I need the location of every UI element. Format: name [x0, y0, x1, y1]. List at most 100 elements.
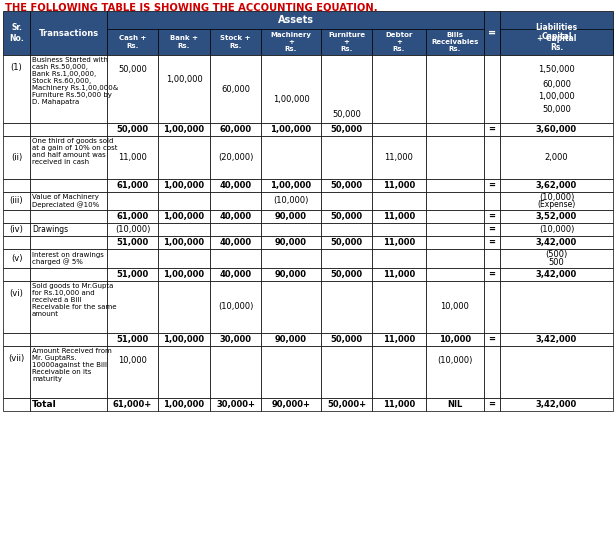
- Bar: [321, 346, 372, 398]
- Bar: [500, 281, 613, 333]
- Text: 50,000: 50,000: [330, 270, 363, 279]
- Bar: [321, 398, 372, 411]
- Text: 61,000: 61,000: [116, 181, 148, 190]
- Text: Cash +
Rs.: Cash + Rs.: [119, 36, 146, 49]
- Text: Value of Machinery
Depreciated @10%: Value of Machinery Depreciated @10%: [32, 194, 99, 208]
- Bar: [426, 136, 484, 179]
- Bar: [484, 346, 500, 398]
- Bar: [261, 281, 321, 333]
- Bar: [158, 123, 210, 136]
- Bar: [210, 29, 261, 55]
- Text: 11,000: 11,000: [383, 181, 415, 190]
- Bar: [484, 281, 500, 333]
- Bar: [30, 333, 107, 346]
- Bar: [426, 333, 484, 346]
- Bar: [500, 346, 613, 398]
- Bar: [3, 210, 30, 223]
- Bar: [372, 223, 426, 236]
- Bar: [500, 179, 613, 192]
- Bar: [261, 210, 321, 223]
- Bar: [30, 55, 107, 123]
- Text: 10,000: 10,000: [439, 335, 471, 344]
- Text: 2,000: 2,000: [545, 153, 569, 162]
- Bar: [500, 398, 613, 411]
- Text: 50,000: 50,000: [330, 125, 363, 134]
- Text: Total: Total: [32, 400, 57, 409]
- Bar: [107, 192, 158, 210]
- Bar: [210, 398, 261, 411]
- Text: 11,000: 11,000: [383, 238, 415, 247]
- Text: 51,000: 51,000: [116, 270, 148, 279]
- Text: 3,42,000: 3,42,000: [536, 400, 577, 409]
- Text: 40,000: 40,000: [219, 181, 251, 190]
- Bar: [3, 223, 30, 236]
- Bar: [261, 398, 321, 411]
- Bar: [426, 223, 484, 236]
- Text: 1,00,000: 1,00,000: [270, 125, 312, 134]
- Bar: [3, 123, 30, 136]
- Bar: [30, 223, 107, 236]
- Bar: [484, 11, 500, 55]
- Text: 500: 500: [549, 258, 564, 267]
- Bar: [158, 268, 210, 281]
- Bar: [372, 192, 426, 210]
- Bar: [484, 333, 500, 346]
- Bar: [261, 268, 321, 281]
- Bar: [372, 123, 426, 136]
- Text: =: =: [488, 225, 495, 234]
- Text: 51,000: 51,000: [116, 238, 148, 247]
- Text: Amount Received from
Mr. GuptaRs.
10000against the Bill
Receivable on its
maturi: Amount Received from Mr. GuptaRs. 10000a…: [32, 348, 111, 382]
- Bar: [426, 123, 484, 136]
- Text: 1,00,000: 1,00,000: [163, 335, 205, 344]
- Text: 1,00,000: 1,00,000: [163, 181, 205, 190]
- Bar: [3, 11, 30, 55]
- Bar: [500, 333, 613, 346]
- Text: =: =: [488, 238, 495, 247]
- Text: 10,000: 10,000: [440, 302, 469, 312]
- Bar: [500, 136, 613, 179]
- Text: Business Started with
cash Rs.50,000,
Bank Rs.1,00,000,
Stock Rs.60,000,
Machine: Business Started with cash Rs.50,000, Ba…: [32, 57, 118, 105]
- Bar: [158, 346, 210, 398]
- Bar: [484, 55, 500, 123]
- Bar: [261, 223, 321, 236]
- Bar: [321, 29, 372, 55]
- Text: Drawings: Drawings: [32, 225, 68, 234]
- Bar: [321, 268, 372, 281]
- Bar: [484, 179, 500, 192]
- Bar: [210, 136, 261, 179]
- Bar: [426, 55, 484, 123]
- Bar: [158, 210, 210, 223]
- Bar: [107, 346, 158, 398]
- Text: Liabilities
+ Capital: Liabilities + Capital: [535, 23, 578, 43]
- Text: 40,000: 40,000: [219, 212, 251, 221]
- Bar: [30, 210, 107, 223]
- Bar: [426, 236, 484, 249]
- Bar: [107, 29, 158, 55]
- Text: 50,000: 50,000: [542, 105, 571, 114]
- Bar: [500, 236, 613, 249]
- Bar: [500, 268, 613, 281]
- Bar: [261, 123, 321, 136]
- Bar: [210, 223, 261, 236]
- Bar: [158, 249, 210, 268]
- Bar: [158, 136, 210, 179]
- Text: (10,000): (10,000): [539, 193, 574, 202]
- Bar: [426, 210, 484, 223]
- Bar: [426, 268, 484, 281]
- Bar: [30, 192, 107, 210]
- Text: 30,000+: 30,000+: [216, 400, 255, 409]
- Text: (v): (v): [10, 254, 22, 263]
- Bar: [107, 11, 484, 29]
- Bar: [210, 123, 261, 136]
- Text: (10,000): (10,000): [437, 356, 472, 365]
- Text: 40,000: 40,000: [219, 270, 251, 279]
- Text: (Expense): (Expense): [537, 200, 575, 209]
- Bar: [484, 192, 500, 210]
- Bar: [158, 192, 210, 210]
- Text: 11,000: 11,000: [383, 400, 415, 409]
- Bar: [107, 223, 158, 236]
- Text: 60,000: 60,000: [542, 80, 571, 89]
- Text: 50,000: 50,000: [330, 238, 363, 247]
- Bar: [372, 346, 426, 398]
- Text: 50,000: 50,000: [330, 335, 363, 344]
